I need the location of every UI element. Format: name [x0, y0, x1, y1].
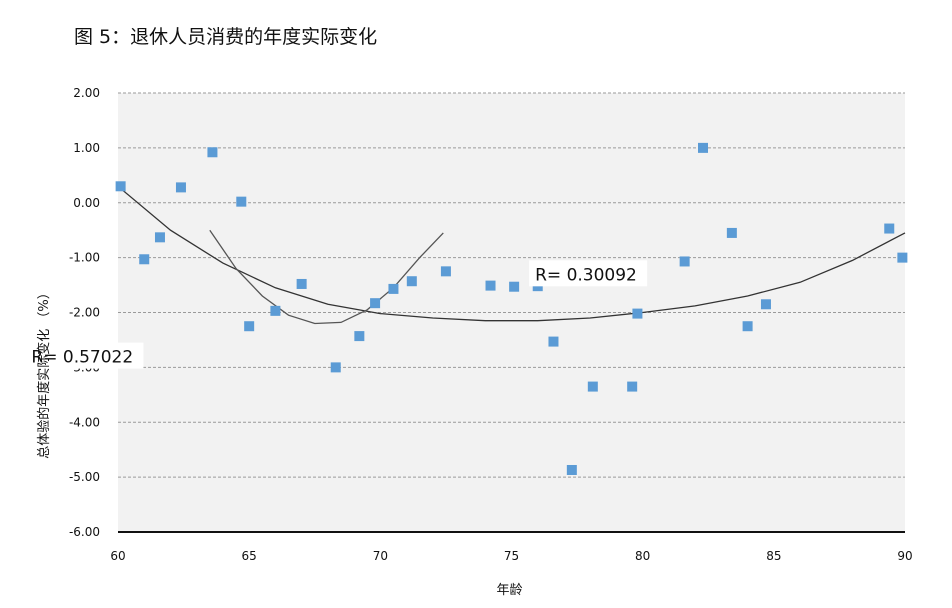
data-point	[627, 381, 638, 392]
plot-background	[118, 93, 905, 532]
data-point	[587, 381, 598, 392]
x-tick-label: 90	[897, 549, 912, 563]
y-axis-ticks: 2.001.000.00-1.00-2.00-3.00-4.00-5.00-6.…	[69, 86, 100, 539]
data-point	[679, 256, 690, 267]
data-point	[244, 321, 255, 332]
data-point	[139, 254, 150, 265]
data-point	[509, 281, 520, 292]
data-point	[440, 266, 451, 277]
trendline	[117, 185, 906, 322]
data-point	[175, 182, 186, 193]
gridlines	[118, 92, 905, 533]
r-label-box	[25, 342, 144, 369]
data-point	[742, 321, 753, 332]
y-tick-label: 1.00	[73, 141, 100, 155]
y-tick-label: -5.00	[69, 470, 100, 484]
data-point	[154, 232, 165, 243]
data-point	[370, 298, 381, 309]
data-point	[406, 276, 417, 287]
data-point	[632, 308, 643, 319]
data-point	[884, 223, 895, 234]
y-tick-label: 0.00	[73, 196, 100, 210]
trendlines	[117, 185, 906, 325]
x-axis-title: 年龄	[496, 583, 522, 598]
data-point	[760, 299, 771, 310]
x-tick-label: 70	[373, 549, 388, 563]
r-label-box	[529, 260, 648, 287]
data-point	[698, 142, 709, 153]
y-tick-label: -4.00	[69, 415, 100, 429]
data-point	[207, 147, 218, 158]
y-tick-label: -2.00	[69, 306, 100, 320]
x-tick-label: 75	[504, 549, 519, 563]
r-label: R= 0.57022	[31, 348, 133, 368]
data-point	[548, 336, 559, 347]
data-point	[354, 331, 365, 342]
y-tick-label: -1.00	[69, 251, 100, 265]
data-point	[236, 196, 247, 207]
x-tick-label: 85	[766, 549, 781, 563]
data-point	[296, 278, 307, 289]
chart-title: 图 5：退休人员消费的年度实际变化	[74, 26, 378, 48]
data-point	[388, 283, 399, 294]
data-point	[330, 362, 341, 373]
trendline	[209, 229, 444, 325]
x-tick-label: 60	[110, 549, 125, 563]
data-point	[485, 280, 496, 291]
data-point	[726, 227, 737, 238]
data-point	[566, 464, 577, 475]
y-tick-label: -6.00	[69, 525, 100, 539]
data-point	[115, 181, 126, 192]
x-tick-label: 80	[635, 549, 650, 563]
data-point	[897, 252, 908, 263]
x-tick-label: 65	[242, 549, 257, 563]
y-tick-label: 2.00	[73, 86, 100, 100]
axis-titles: 年龄 总体验的年度实际变化 （%）	[36, 286, 523, 598]
x-axis-ticks: 60 65 70 75 80 85 90	[110, 549, 912, 563]
trendline-labels: R= 0.30092 R= 0.57022	[25, 260, 648, 369]
r-label: R= 0.30092	[535, 265, 637, 285]
data-point	[270, 305, 281, 316]
y-axis-title: 总体验的年度实际变化 （%）	[36, 286, 52, 459]
plot-area	[118, 93, 905, 532]
